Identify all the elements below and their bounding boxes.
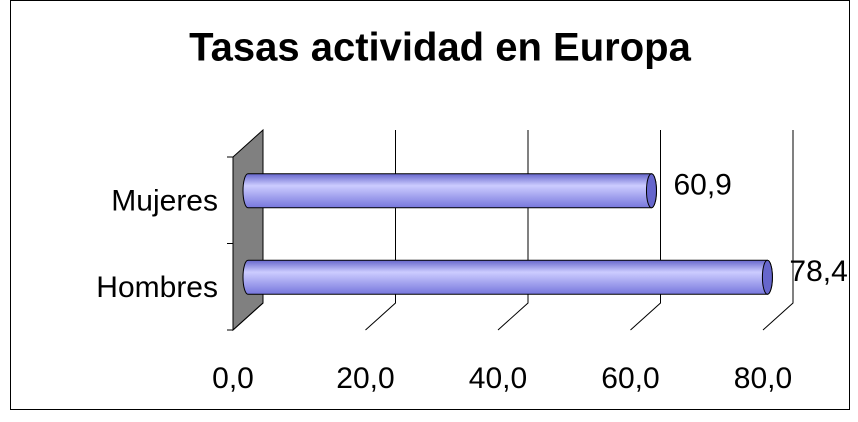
value-label: 78,4 <box>789 255 847 288</box>
bar <box>242 173 657 209</box>
x-tick-label: 0,0 <box>212 362 254 395</box>
bar <box>242 259 773 295</box>
chart-frame <box>10 0 850 410</box>
x-tick-label: 40,0 <box>469 362 527 395</box>
chart-title: Tasas actividad en Europa <box>189 26 691 70</box>
x-tick-label: 60,0 <box>601 362 659 395</box>
bar-cap <box>761 259 773 295</box>
y-tick-label: Hombres <box>96 271 218 304</box>
grid-line <box>497 130 529 331</box>
grid-line <box>630 130 661 331</box>
grid-line <box>762 130 794 331</box>
side-wall <box>232 128 264 332</box>
x-tick-label: 80,0 <box>734 362 792 395</box>
bar-cap <box>645 173 657 209</box>
grid-line <box>365 130 396 331</box>
x-tick-label: 20,0 <box>336 362 394 395</box>
value-label: 60,9 <box>673 169 731 202</box>
y-tick-label: Mujeres <box>111 185 218 218</box>
